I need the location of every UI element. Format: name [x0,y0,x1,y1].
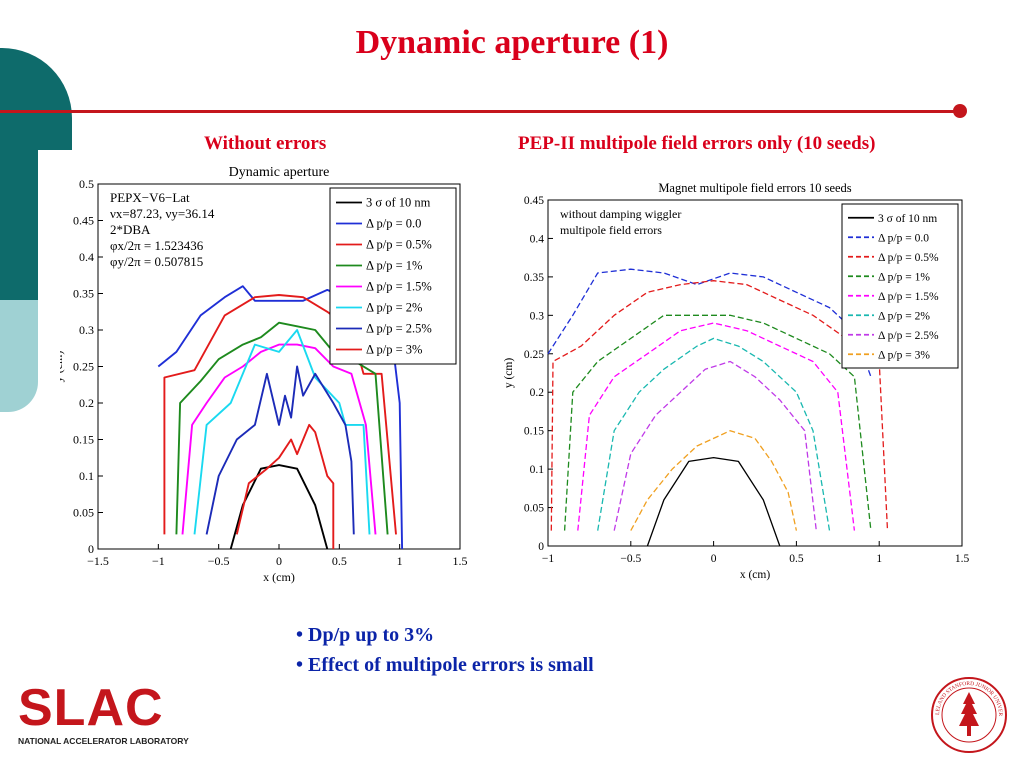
series-line [597,337,831,531]
right-subtitle: PEP-II multipole field errors only (10 s… [518,133,876,154]
bullet-item: • Effect of multipole errors is small [296,654,594,676]
bullet-list: • Dp/p up to 3% • Effect of multipole er… [296,620,594,680]
light-teal-side-decoration [0,300,38,412]
y-axis-label: y (cm) [503,358,515,389]
bullet-item: • Dp/p up to 3% [296,624,435,646]
legend-label: Δ p/p = 0.5% [878,252,939,264]
x-tick-label: −0.5 [620,553,641,565]
annotation-text: PEPX−V6−Lat [110,190,190,205]
legend-label: Δ p/p = 1.5% [878,291,939,303]
annotation-text: νx=87.23, νy=36.14 [110,206,215,221]
series-line [205,365,355,535]
legend-label: Δ p/p = 0.0 [366,217,421,231]
y-tick-label: 0.1 [79,469,94,483]
annotation-text: without damping wiggler [560,207,681,221]
series-line [630,430,798,531]
series-line [235,423,335,549]
annotation-text: φy/2π = 0.507815 [110,254,203,269]
annotation-text: 2*DBA [110,222,151,237]
slac-logo-subtext: NATIONAL ACCELERATOR LABORATORY [18,736,189,746]
x-tick-label: 0.5 [789,553,804,565]
x-tick-label: 1.5 [453,554,468,568]
chart-right-multipole-errors: Magnet multipole field errors 10 seeds −1… [503,181,970,581]
y-axis-label: y (cm) [60,351,65,383]
y-tick-label: 0.15 [73,433,94,447]
legend-label: Δ p/p = 1% [878,271,930,283]
legend-label: Δ p/p = 2% [878,310,930,322]
y-tick-label: 0.2 [79,396,94,410]
y-tick-label: 0.45 [73,214,94,228]
x-tick-label: −1 [542,553,554,565]
legend-label: Δ p/p = 2.5% [878,330,939,342]
x-tick-label: 1 [397,554,403,568]
chart-left-dynamic-aperture: Dynamic aperture −1.5 −1 −0.5 0 0.5 1 1.5 0 0.05 0… [60,165,468,584]
legend-label: Δ p/p = 1.5% [366,280,432,294]
x-tick-label: −1.5 [87,554,109,568]
y-tick-label: 0.5 [79,177,94,191]
decoration-cutout [38,150,78,350]
left-subtitle: Without errors [204,133,327,154]
slac-logo-text: SLAC [18,679,164,737]
x-tick-label: −0.5 [208,554,230,568]
legend-label: 3 σ of 10 nm [366,196,431,210]
y-tick-label: 0.05 [73,506,94,520]
title-rule-dot [953,104,967,118]
y-tick-label: 0.05 [524,503,544,515]
annotation-text: φx/2π = 1.523436 [110,238,204,253]
x-tick-label: 1 [876,553,882,565]
legend-label: Δ p/p = 0.0 [878,232,929,244]
x-tick-label: 1.5 [955,553,970,565]
x-axis-label: x (cm) [263,570,295,584]
y-tick-label: 0.45 [524,195,544,207]
x-tick-label: −1 [152,554,165,568]
legend-label: Δ p/p = 0.5% [366,238,432,252]
series-line [646,456,781,547]
bullet-text: Effect of multipole errors is small [308,654,594,676]
y-tick-label: 0.25 [524,349,544,361]
series-line [181,343,377,535]
bullet-text: Dp/p up to 3% [308,624,435,646]
y-tick-label: 0.35 [73,287,94,301]
slac-logo: SLAC NATIONAL ACCELERATOR LABORATORY [18,679,189,746]
y-tick-label: 0 [88,542,94,556]
chart-title: Magnet multipole field errors 10 seeds [658,181,851,195]
stanford-seal: LELAND STANFORD JUNIOR UNIVERSITY 1891 [930,676,1007,753]
annotation-text: multipole field errors [560,223,662,237]
series-line [577,322,856,531]
tree-icon [959,692,979,736]
y-tick-label: 0.35 [524,272,544,284]
legend-label: Δ p/p = 2% [366,301,422,315]
x-tick-label: 0 [276,554,282,568]
x-tick-label: 0 [711,553,717,565]
y-tick-label: 0.4 [79,250,94,264]
y-tick-label: 0.2 [530,387,545,399]
x-axis-label: x (cm) [740,569,771,581]
legend-box [841,203,959,369]
slide-title: Dynamic aperture (1) [355,24,669,61]
y-tick-label: 0.25 [73,360,94,374]
legend-label: Δ p/p = 2.5% [366,322,432,336]
x-tick-label: 0.5 [332,554,347,568]
legend-label: 3 σ of 10 nm [878,213,937,225]
y-tick-label: 0.15 [524,426,544,438]
series-line [563,314,872,531]
y-tick-label: 0.3 [79,323,94,337]
series-line [613,360,817,531]
series-line [547,268,872,378]
title-rule [0,110,958,113]
y-tick-label: 0.1 [530,464,545,476]
y-tick-label: 0.3 [530,310,545,322]
legend-label: Δ p/p = 3% [366,343,422,357]
series-line [193,329,371,535]
y-tick-label: 0.4 [530,233,545,245]
legend-box [329,187,457,365]
chart-title: Dynamic aperture [229,165,330,180]
legend-label: Δ p/p = 3% [878,349,930,361]
legend-label: Δ p/p = 1% [366,259,422,273]
y-tick-label: 0 [538,541,544,553]
series-line [163,294,397,535]
